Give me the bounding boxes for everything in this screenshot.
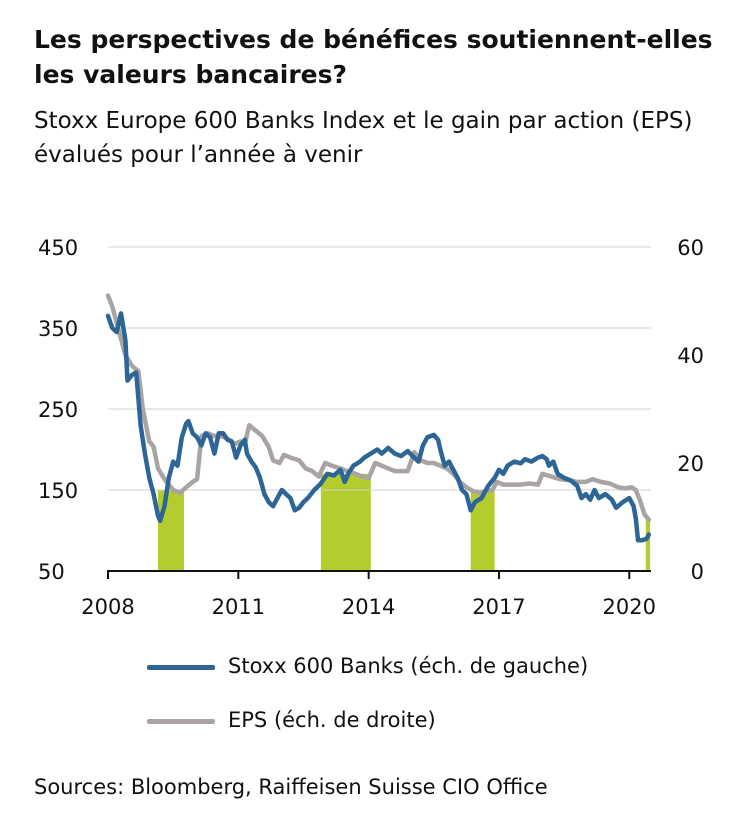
- source-note: Sources: Bloomberg, Raiffeisen Suisse CI…: [34, 775, 548, 799]
- x-tick-label-3: 2017: [472, 595, 525, 619]
- series-lines: [105, 293, 652, 543]
- y-left-tick-label-0: 50: [38, 560, 65, 584]
- y-left-tick-label-1: 150: [38, 479, 78, 503]
- y-right-tick-label-0: 0: [691, 560, 704, 584]
- gridlines: [108, 246, 651, 491]
- legend-label-banks: Stoxx 600 Banks (éch. de gauche): [228, 654, 589, 678]
- legend-item-banks: Stoxx 600 Banks (éch. de gauche): [147, 654, 707, 684]
- y-right-tick-label-2: 40: [677, 344, 704, 368]
- x-tick-label-4: 2020: [603, 595, 656, 619]
- x-tick-label-1: 2011: [212, 595, 265, 619]
- highlight-bar-0: [157, 490, 185, 571]
- series-line-banks: [105, 311, 652, 543]
- legend-item-eps: EPS (éch. de droite): [147, 708, 707, 738]
- x-tick-label-0: 2008: [81, 595, 134, 619]
- series-line-eps: [105, 293, 652, 522]
- highlight-bar-2: [470, 490, 495, 571]
- legend-swatch-banks: [147, 665, 215, 670]
- highlight-bar-3: [645, 518, 651, 571]
- axes: [107, 570, 651, 579]
- y-right-tick-label-3: 60: [677, 236, 704, 260]
- chart-subtitle: Stoxx Europe 600 Banks Index et le gain …: [34, 108, 693, 168]
- highlight-bar-1: [320, 473, 371, 571]
- y-left-tick-label-3: 350: [38, 317, 78, 341]
- tick-labels: 50 150 250 350 450 0 20 40 60 2008 2011 2014 2017 202…: [38, 236, 704, 619]
- y-right-tick-label-1: 20: [677, 452, 704, 476]
- legend-swatch-eps: [147, 719, 215, 724]
- chart-title: Les perspectives de bénéfices soutiennen…: [34, 25, 713, 89]
- legend-label-eps: EPS (éch. de droite): [228, 708, 436, 732]
- y-left-tick-label-2: 250: [38, 398, 78, 422]
- y-left-tick-label-4: 450: [38, 236, 78, 260]
- x-tick-label-2: 2014: [342, 595, 395, 619]
